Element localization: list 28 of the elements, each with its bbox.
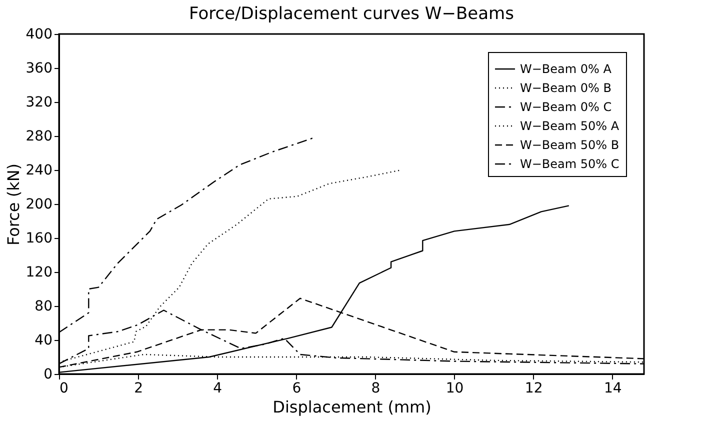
y-tick-label: 120 <box>26 264 52 280</box>
x-tick-label: 12 <box>524 380 543 396</box>
y-tick-label: 80 <box>34 298 52 314</box>
x-tick-label: 14 <box>604 380 622 396</box>
y-tick-label: 200 <box>26 196 52 212</box>
y-tick-label: 40 <box>34 332 52 348</box>
y-tick-label: 360 <box>26 60 52 76</box>
legend-label: W−Beam 50% B <box>520 138 620 152</box>
x-tick-label: 2 <box>134 380 144 396</box>
x-tick-label: 6 <box>292 380 302 396</box>
y-tick-label: 320 <box>26 94 52 110</box>
legend-label: W−Beam 0% B <box>520 81 612 95</box>
y-tick-label: 160 <box>26 230 52 246</box>
y-tick-label: 0 <box>44 366 52 382</box>
x-axis-title: Displacement (mm) <box>272 398 432 416</box>
legend-label: W−Beam 50% C <box>520 157 620 171</box>
y-tick-label: 240 <box>26 162 52 178</box>
y-axis-title: Force (kN) <box>4 163 23 246</box>
chart-title: Force/Displacement curves W−Beams <box>189 4 514 24</box>
x-tick-label: 8 <box>371 380 380 396</box>
legend-label: W−Beam 0% A <box>520 62 612 76</box>
y-tick-label: 400 <box>26 26 52 42</box>
x-tick-label: 0 <box>60 380 68 396</box>
legend-label: W−Beam 50% A <box>520 119 620 133</box>
x-tick-label: 4 <box>213 380 222 396</box>
y-tick-label: 280 <box>26 128 52 144</box>
x-tick-label: 10 <box>446 380 464 396</box>
legend-label: W−Beam 0% C <box>520 100 612 114</box>
